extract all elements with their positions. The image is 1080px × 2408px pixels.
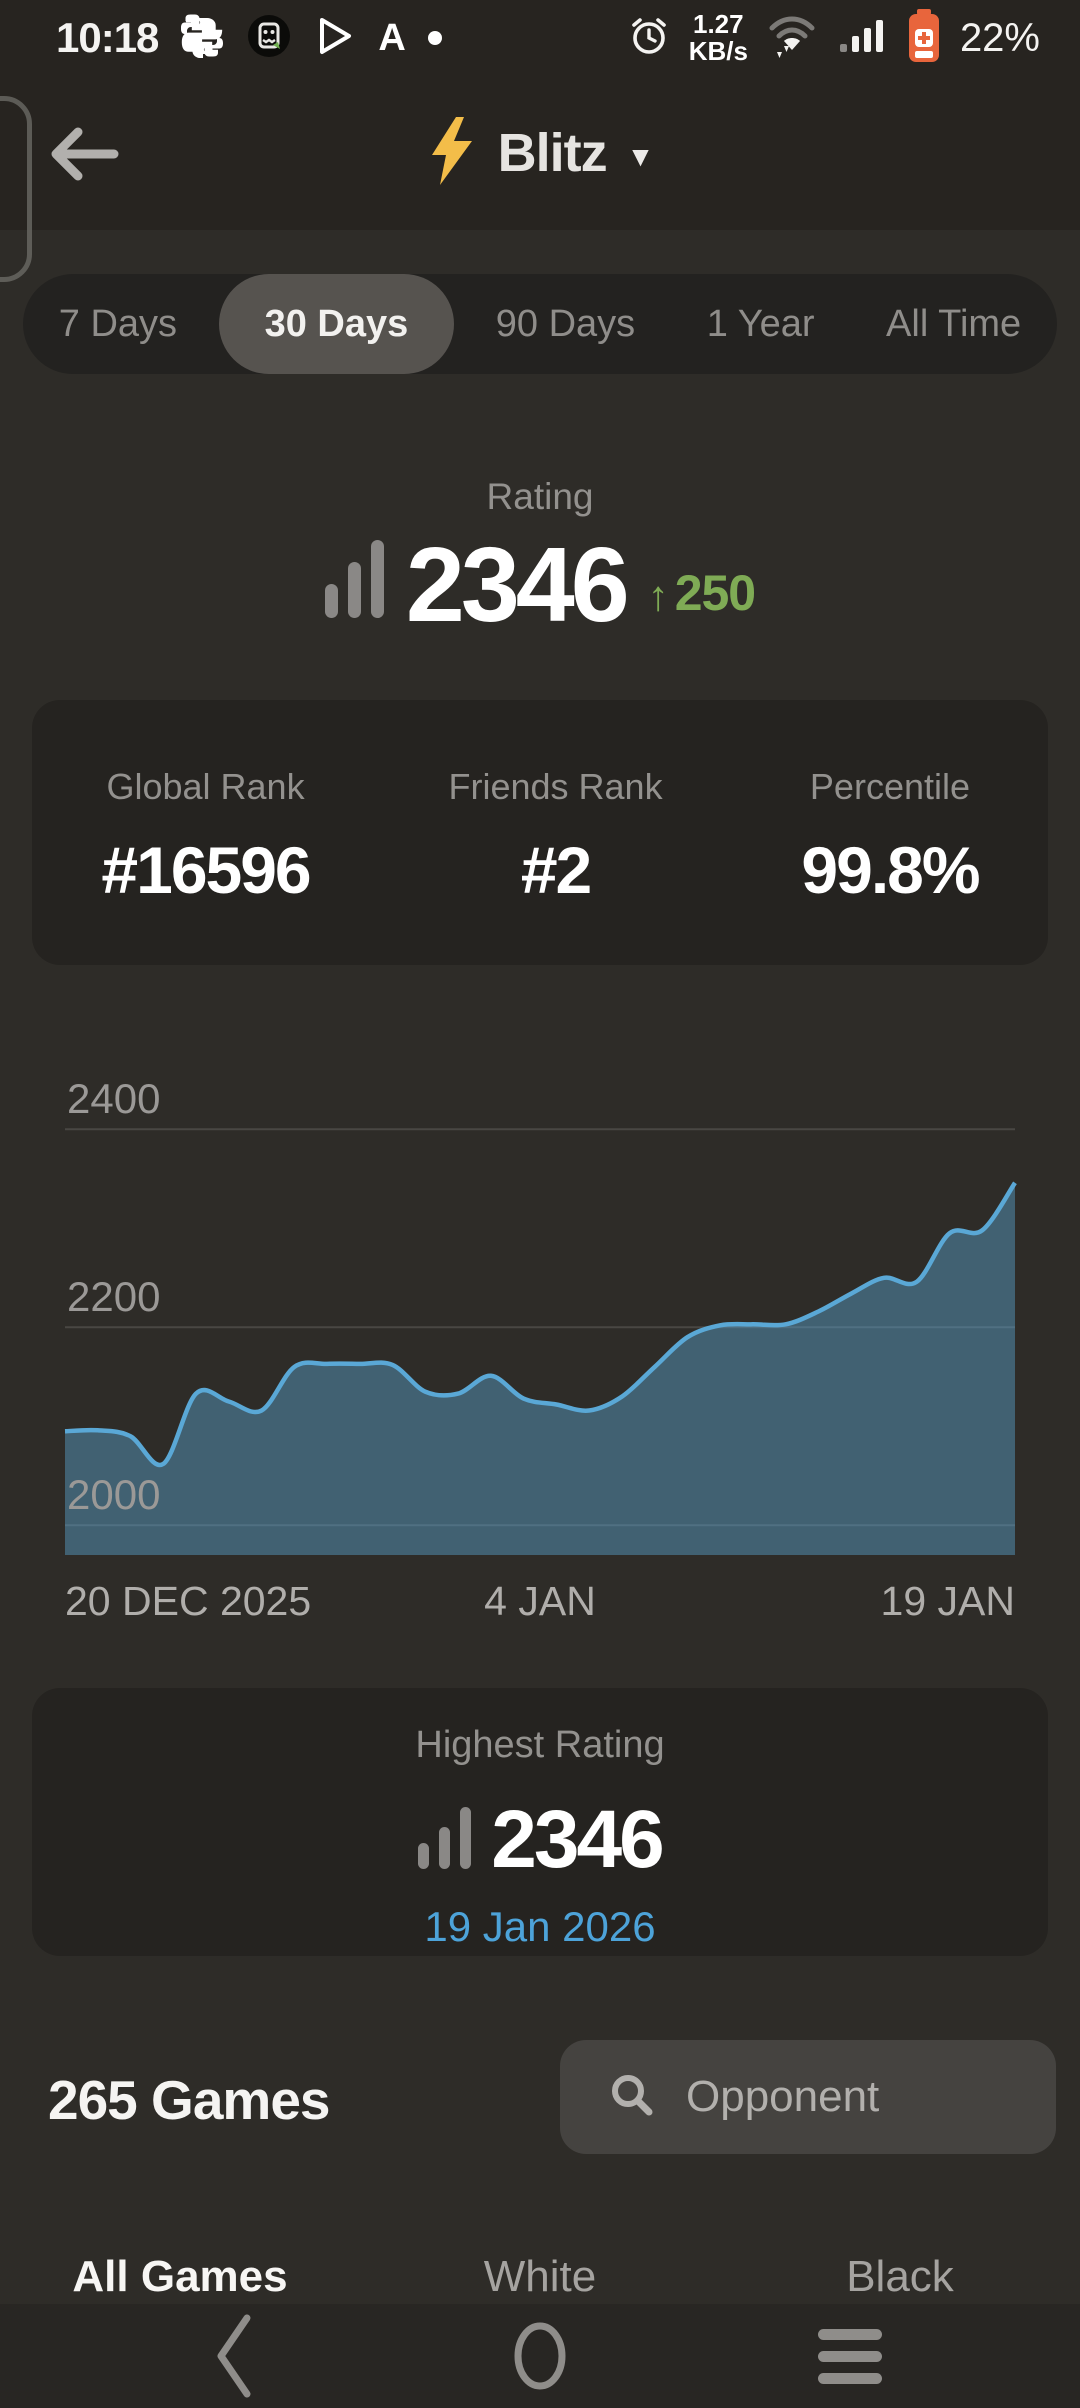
highest-rating-label: Highest Rating (415, 1724, 665, 1766)
notification-dot (427, 31, 442, 45)
chevron-down-icon: ▼ (626, 141, 655, 172)
rating-change: ↑ 250 (647, 565, 756, 621)
tab-white[interactable]: White (483, 2252, 597, 2301)
tab-7-days[interactable]: 7 Days (58, 302, 178, 345)
friends-rank-stat: Friends Rank #2 (448, 766, 663, 907)
y-tick-2400: 2400 (67, 1075, 161, 1123)
search-icon (608, 2071, 656, 2124)
games-color-tabs: All Games White Black (0, 2252, 1080, 2304)
letter-a-icon: A (378, 16, 406, 59)
tab-all-games[interactable]: All Games (72, 2252, 288, 2301)
highest-rating-card: Highest Rating 2346 19 Jan 2026 (32, 1688, 1048, 1956)
tab-1-year[interactable]: 1 Year (706, 302, 815, 345)
lightning-bolt-icon (426, 115, 478, 192)
nav-back-button[interactable] (153, 2304, 313, 2408)
percentile-stat: Percentile 99.8% (801, 766, 980, 907)
alarm-icon (625, 12, 673, 65)
rating-row: 2346 ↑ 250 (0, 518, 1080, 644)
rating-chart-svg (64, 1128, 1017, 1555)
tab-black[interactable]: Black (846, 2252, 954, 2301)
highest-rating-date[interactable]: 19 Jan 2026 (424, 1903, 656, 1950)
chart-x-axis: 20 DEC 2025 4 JAN 19 JAN (65, 1578, 1015, 1626)
android-nav-bar (0, 2304, 1080, 2408)
nav-back-icon (217, 2314, 251, 2398)
nav-home-button[interactable] (460, 2304, 620, 2408)
highest-rating-value: 2346 (491, 1794, 664, 1885)
global-rank-stat: Global Rank #16596 (101, 766, 311, 907)
highest-rating-bars-icon (418, 1807, 472, 1869)
wifi-icon (764, 10, 820, 67)
back-arrow-icon (51, 127, 119, 181)
app-bar: Blitz ▼ (0, 76, 1080, 230)
rating-value: 2346 (405, 526, 630, 644)
x-tick-end: 19 JAN (880, 1578, 1015, 1624)
tab-30-days[interactable]: 30 Days (218, 274, 455, 374)
rank-stats-card: Global Rank #16596 Friends Rank #2 Perce… (32, 700, 1048, 965)
page-title: Blitz (497, 123, 608, 183)
tab-all-time[interactable]: All Time (886, 302, 1022, 345)
back-button[interactable] (44, 114, 124, 194)
battery-percent: 22% (959, 15, 1040, 60)
status-bar: 10:18 (0, 0, 1080, 76)
nav-home-icon (514, 2322, 566, 2390)
up-arrow-icon: ↑ (647, 572, 669, 619)
highest-rating-row: 2346 (418, 1793, 665, 1885)
rating-label: Rating (486, 476, 594, 517)
y-tick-2200: 2200 (67, 1273, 161, 1321)
tab-90-days[interactable]: 90 Days (495, 302, 636, 345)
rating-chart[interactable]: 2400 2200 2000 (64, 1060, 1017, 1555)
robot-app-icon (246, 13, 292, 64)
time-range-tabs: 7 Days 30 Days 90 Days 1 Year All Time (23, 274, 1057, 374)
play-store-icon (314, 15, 356, 62)
games-count: 265 Games (48, 2069, 330, 2131)
battery-icon (904, 7, 944, 70)
opponent-search-field[interactable]: Opponent (560, 2040, 1056, 2154)
nav-menu-icon (818, 2328, 882, 2384)
clock-time: 10:18 (56, 14, 159, 61)
signal-icon (836, 12, 888, 65)
header: 10:18 (0, 0, 1080, 230)
y-tick-2000: 2000 (67, 1471, 161, 1519)
edge-gesture-handle (0, 96, 32, 282)
nav-menu-button[interactable] (770, 2304, 930, 2408)
python-icon (180, 14, 224, 63)
rating-bars-icon (324, 540, 384, 618)
network-speed: 1.27 KB/s (688, 9, 748, 66)
x-tick-mid: 4 JAN (484, 1578, 596, 1624)
search-placeholder: Opponent (686, 2072, 880, 2121)
game-type-dropdown[interactable]: Blitz ▼ (0, 76, 1080, 230)
x-tick-start: 20 DEC 2025 (65, 1578, 312, 1624)
